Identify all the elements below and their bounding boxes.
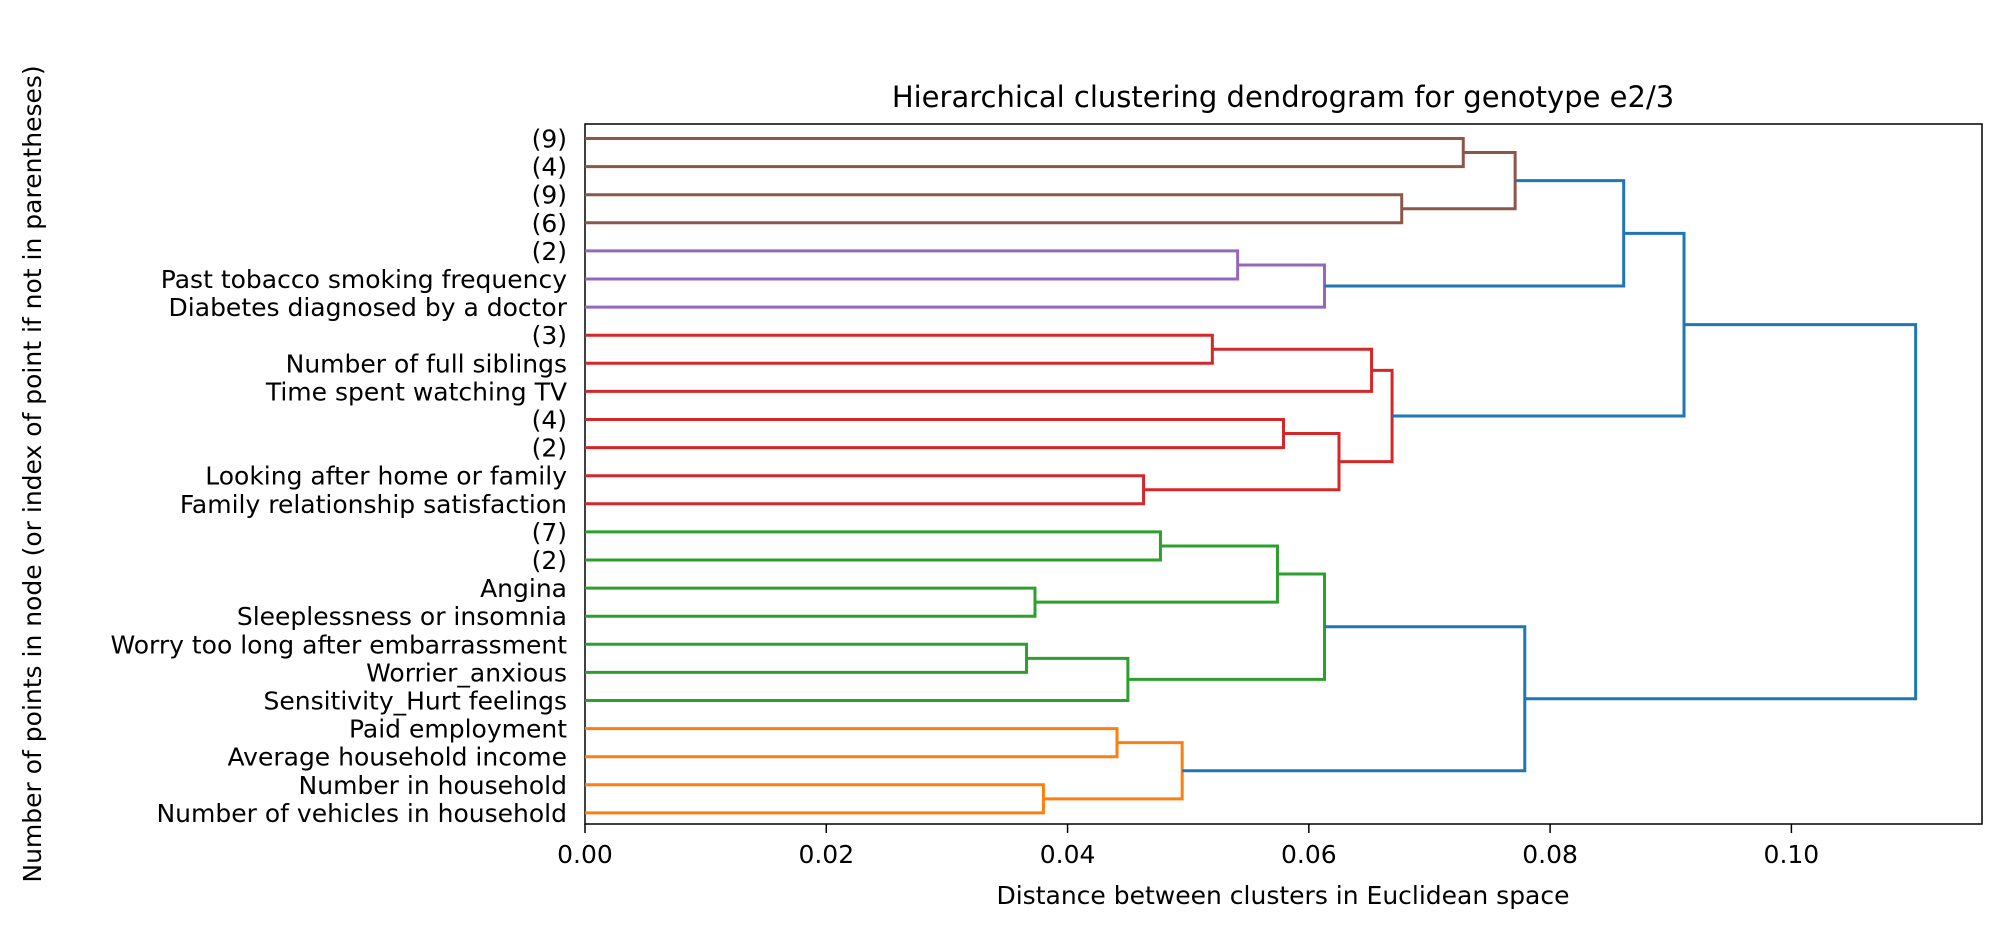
leaf-label: Number of vehicles in household bbox=[156, 799, 567, 828]
x-tick-label: 0.00 bbox=[557, 840, 613, 869]
dendrogram-link bbox=[1338, 368, 1394, 464]
leaf-label: (6) bbox=[532, 209, 567, 238]
leaf-label: (7) bbox=[532, 518, 567, 547]
dendrogram-link bbox=[1143, 432, 1341, 492]
dendrogram-link bbox=[585, 193, 1404, 225]
dendrogram-link bbox=[585, 347, 1374, 393]
dendrogram-link bbox=[1401, 151, 1517, 211]
leaf-label: (2) bbox=[532, 237, 567, 266]
dendrogram-link bbox=[1034, 544, 1279, 604]
dendrogram-link bbox=[1127, 572, 1327, 681]
dendrogram-link bbox=[1182, 625, 1527, 773]
dendrogram-link bbox=[1524, 323, 1918, 701]
dendrogram-link bbox=[585, 474, 1146, 506]
chart-title: Hierarchical clustering dendrogram for g… bbox=[892, 80, 1674, 114]
leaf-label: Paid employment bbox=[349, 715, 567, 744]
leaf-label: (9) bbox=[532, 125, 567, 154]
leaf-label: (2) bbox=[532, 546, 567, 575]
dendrogram-link bbox=[585, 530, 1162, 562]
leaf-label: (4) bbox=[532, 153, 567, 182]
dendrogram-link bbox=[585, 263, 1327, 309]
y-axis-label: Number of points in node (or index of po… bbox=[18, 65, 47, 882]
leaf-labels: (9)(4)(9)(6)(2)Past tobacco smoking freq… bbox=[110, 125, 567, 828]
x-tick-label: 0.06 bbox=[1281, 840, 1337, 869]
dendrogram-link bbox=[585, 727, 1119, 759]
leaf-label: (4) bbox=[532, 406, 567, 435]
leaf-label: Worrier_anxious bbox=[366, 658, 567, 687]
x-tick-label: 0.10 bbox=[1764, 840, 1820, 869]
dendrogram-link bbox=[585, 333, 1214, 365]
x-tick-label: 0.04 bbox=[1040, 840, 1096, 869]
x-axis: 0.00 0.02 0.04 0.06 0.08 0.10 bbox=[557, 824, 1819, 869]
leaf-label: Time spent watching TV bbox=[265, 377, 567, 406]
dendrogram-link bbox=[585, 137, 1465, 169]
leaf-label: Past tobacco smoking frequency bbox=[161, 265, 567, 294]
leaf-label: Sensitivity_Hurt feelings bbox=[263, 687, 567, 716]
leaf-label: (9) bbox=[532, 181, 567, 210]
leaf-label: Family relationship satisfaction bbox=[180, 490, 567, 519]
dendrogram-link bbox=[585, 586, 1037, 618]
leaf-label: Angina bbox=[480, 574, 567, 603]
leaf-label: Number of full siblings bbox=[286, 349, 567, 378]
leaf-label: Diabetes diagnosed by a doctor bbox=[169, 293, 568, 322]
dendrogram-link bbox=[1324, 179, 1626, 288]
plot-area bbox=[584, 123, 1983, 825]
dendrogram-link bbox=[585, 642, 1029, 674]
leaf-label: Number in household bbox=[299, 771, 567, 800]
x-tick-label: 0.08 bbox=[1522, 840, 1578, 869]
dendrogram-links bbox=[585, 137, 1918, 815]
leaf-label: (2) bbox=[532, 434, 567, 463]
leaf-label: Looking after home or family bbox=[205, 462, 567, 491]
dendrogram-link bbox=[585, 783, 1045, 815]
x-tick-label: 0.02 bbox=[798, 840, 854, 869]
leaf-label: Worry too long after embarrassment bbox=[110, 630, 567, 659]
dendrogram-link bbox=[1392, 231, 1686, 418]
leaf-label: Sleeplessness or insomnia bbox=[237, 602, 567, 631]
leaf-label: (3) bbox=[532, 321, 567, 350]
dendrogram-link bbox=[585, 249, 1240, 281]
x-axis-label: Distance between clusters in Euclidean s… bbox=[996, 881, 1569, 910]
leaf-label: Average household income bbox=[228, 743, 567, 772]
dendrogram-link bbox=[585, 656, 1130, 702]
dendrogram-link bbox=[585, 418, 1285, 450]
dendrogram-link bbox=[1043, 741, 1184, 801]
